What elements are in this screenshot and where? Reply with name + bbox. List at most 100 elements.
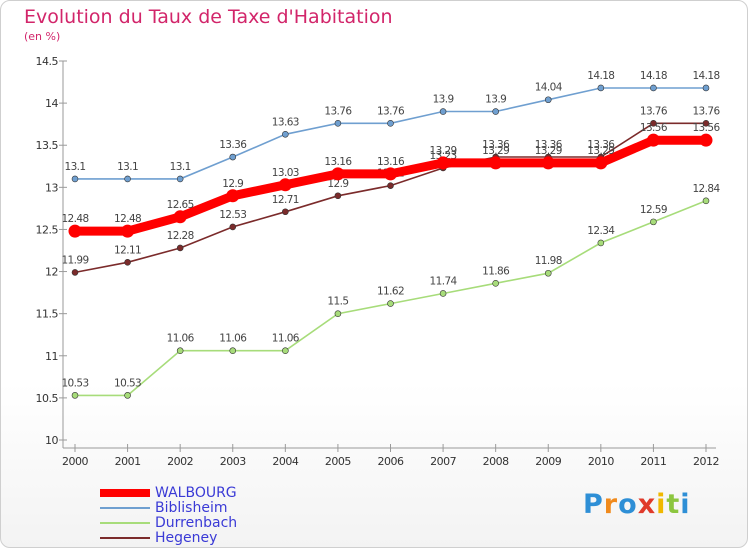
- data-point-hegeney: [71, 269, 79, 276]
- data-point-durrenbach: [71, 392, 79, 399]
- data-label-hegeney: 13.36: [482, 139, 510, 151]
- data-label-durrenbach: 10.53: [61, 377, 88, 389]
- data-label-durrenbach: 11.06: [272, 333, 300, 345]
- data-label-hegeney: 12.28: [167, 230, 194, 242]
- x-tick-label: 2012: [693, 455, 719, 468]
- data-label-hegeney: 13.36: [535, 139, 563, 151]
- data-point-biblisheim: [597, 84, 605, 92]
- data-point-hegeney: [124, 258, 131, 266]
- data-label-durrenbach: 11.62: [377, 286, 404, 298]
- data-label-biblisheim: 13.9: [433, 94, 454, 106]
- data-point-durrenbach: [439, 290, 447, 297]
- data-point-walbourg: [121, 224, 135, 238]
- data-point-biblisheim: [544, 96, 552, 104]
- data-label-biblisheim: 14.18: [587, 70, 614, 82]
- x-tick-label: 2001: [115, 455, 141, 468]
- data-label-hegeney: 12.71: [272, 194, 299, 206]
- data-point-walbourg: [68, 224, 82, 238]
- data-label-biblisheim: 13.76: [377, 105, 405, 117]
- data-label-durrenbach: 11.06: [167, 333, 195, 345]
- data-point-durrenbach: [124, 392, 131, 399]
- x-tick-label: 2006: [378, 455, 404, 468]
- y-tick-label: 12.5: [36, 223, 59, 236]
- data-label-hegeney: 11.99: [61, 254, 88, 266]
- data-label-biblisheim: 13.1: [170, 161, 191, 173]
- legend-label: Biblisheim: [155, 500, 228, 516]
- data-point-walbourg: [699, 133, 713, 147]
- data-label-hegeney: 12.53: [219, 209, 246, 221]
- data-point-durrenbach: [544, 269, 552, 277]
- x-tick-label: 2003: [220, 455, 246, 468]
- data-label-durrenbach: 12.84: [692, 183, 720, 195]
- data-label-walbourg: 13.56: [692, 122, 720, 134]
- data-label-walbourg: 13.16: [377, 156, 405, 168]
- y-tick-label: 14.5: [36, 55, 59, 68]
- legend-label: WALBOURG: [155, 485, 237, 501]
- data-label-biblisheim: 13.36: [219, 139, 247, 151]
- data-label-biblisheim: 13.63: [272, 116, 299, 128]
- y-tick-label: 14: [45, 97, 58, 110]
- data-point-hegeney: [229, 223, 237, 231]
- logo-letter: t: [666, 489, 681, 520]
- data-label-hegeney: 13.76: [640, 105, 668, 117]
- data-label-walbourg: 13.56: [640, 122, 668, 134]
- x-tick-label: 2007: [430, 455, 456, 468]
- data-point-walbourg: [489, 156, 503, 170]
- data-point-durrenbach: [334, 310, 342, 317]
- data-label-durrenbach: 11.98: [535, 255, 562, 267]
- data-point-biblisheim: [387, 120, 394, 127]
- data-point-biblisheim: [492, 108, 499, 115]
- legend-label: Hegeney: [155, 530, 218, 546]
- data-label-durrenbach: 11.86: [482, 265, 510, 277]
- data-label-walbourg: 13.29: [535, 145, 562, 157]
- x-tick-label: 2002: [167, 455, 193, 468]
- data-point-durrenbach: [176, 347, 184, 355]
- logo-letter: P: [583, 489, 604, 520]
- legend-swatch: [100, 522, 150, 524]
- legend-swatch: [100, 489, 150, 497]
- data-point-walbourg: [541, 156, 555, 170]
- data-point-hegeney: [650, 120, 657, 127]
- data-label-hegeney: 13.36: [587, 139, 615, 151]
- data-label-walbourg: 13.29: [482, 145, 509, 157]
- data-point-durrenbach: [229, 347, 237, 355]
- data-point-biblisheim: [124, 175, 131, 183]
- data-label-durrenbach: 11.06: [219, 333, 247, 345]
- data-point-hegeney: [702, 120, 710, 127]
- data-point-hegeney: [334, 192, 342, 200]
- data-point-biblisheim: [71, 175, 79, 183]
- y-tick-label: 13: [45, 181, 58, 194]
- data-label-hegeney: 13.76: [692, 105, 720, 117]
- y-tick-label: 11: [45, 350, 58, 363]
- chart-title: Evolution du Taux de Taxe d'Habitation: [24, 6, 393, 28]
- data-point-biblisheim: [282, 130, 289, 138]
- data-label-durrenbach: 11.74: [430, 275, 458, 287]
- data-point-hegeney: [387, 182, 394, 189]
- data-label-hegeney: 12.9: [327, 178, 348, 190]
- data-point-walbourg: [594, 156, 608, 170]
- data-label-durrenbach: 12.34: [587, 225, 615, 237]
- y-tick-label: 10.5: [36, 392, 59, 405]
- data-label-walbourg: 13.29: [587, 145, 614, 157]
- data-point-durrenbach: [492, 280, 499, 287]
- logo-letter: i: [656, 489, 667, 520]
- data-label-walbourg: 13.03: [272, 167, 299, 179]
- data-point-walbourg: [646, 133, 660, 147]
- data-label-biblisheim: 13.1: [65, 161, 86, 173]
- data-label-biblisheim: 14.18: [640, 70, 667, 82]
- data-label-biblisheim: 13.1: [117, 161, 138, 173]
- data-label-hegeney: 12.11: [114, 244, 141, 256]
- logo-letter: x: [637, 489, 657, 520]
- data-point-durrenbach: [650, 218, 657, 226]
- x-tick-label: 2011: [640, 455, 666, 468]
- data-label-biblisheim: 14.18: [692, 70, 719, 82]
- data-point-walbourg: [331, 167, 345, 181]
- data-label-durrenbach: 11.5: [327, 296, 348, 308]
- data-point-durrenbach: [282, 347, 289, 355]
- data-label-walbourg: 13.16: [324, 156, 352, 168]
- logo-letter: o: [618, 489, 638, 520]
- legend-swatch: [100, 537, 150, 539]
- y-tick-label: 13.5: [36, 139, 59, 152]
- data-label-biblisheim: 13.9: [485, 94, 506, 106]
